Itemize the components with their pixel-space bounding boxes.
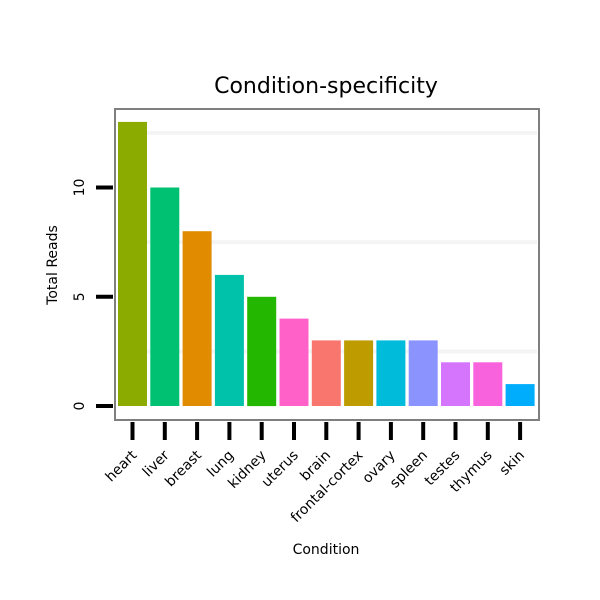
bar-testes (441, 362, 470, 406)
bar-liver (150, 187, 180, 406)
bar-thymus (473, 362, 503, 406)
y-tick-label-0: 0 (72, 402, 88, 411)
y-axis-label: Total Reads (45, 225, 61, 306)
x-tick-label-heart: heart (103, 447, 141, 485)
plot-panel-border (114, 108, 540, 421)
bar-lung (214, 274, 244, 406)
x-tick-label-breast: breast (162, 447, 205, 490)
bar-heart (118, 121, 147, 407)
bar-kidney (247, 296, 277, 407)
bar-breast (182, 231, 212, 406)
bar-uterus (279, 318, 309, 406)
y-tick-label-5: 5 (72, 292, 88, 301)
x-tick-label-skin: skin (497, 448, 528, 479)
bars (118, 121, 535, 407)
bar-spleen (408, 340, 438, 406)
x-tick-label-uterus: uterus (259, 448, 302, 491)
bar-ovary (376, 340, 406, 406)
bar-frontal-cortex (344, 340, 374, 406)
bar-skin (505, 384, 535, 406)
bar-brain (311, 340, 341, 406)
x-axis-label: Condition (293, 542, 360, 558)
y-tick-label-10: 10 (72, 179, 88, 197)
chart-title: Condition-specificity (214, 74, 438, 99)
